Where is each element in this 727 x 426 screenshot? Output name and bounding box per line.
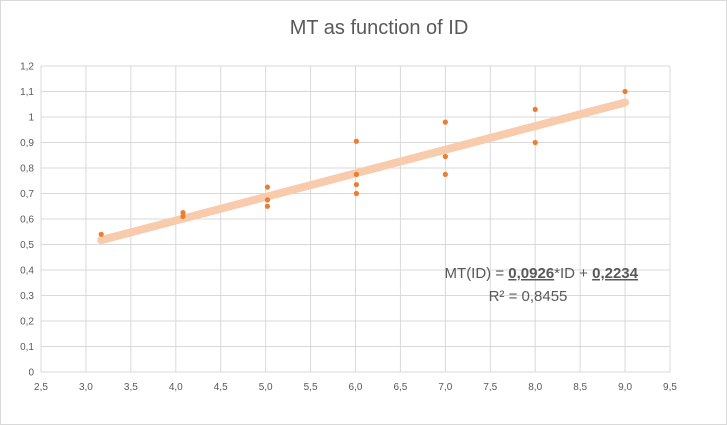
x-tick-label: 9,0 bbox=[618, 382, 632, 393]
y-tick-label: 0,8 bbox=[20, 164, 34, 175]
x-tick-label: 4,0 bbox=[169, 382, 183, 393]
equation-slope: 0,0926 bbox=[508, 265, 554, 282]
data-point bbox=[180, 210, 186, 216]
x-tick-label: 5,5 bbox=[304, 382, 318, 393]
equation-prefix: MT(ID) = bbox=[445, 265, 509, 282]
data-point bbox=[264, 184, 271, 190]
x-tick-label: 6,0 bbox=[349, 382, 363, 393]
y-tick-label: 1 bbox=[28, 113, 34, 124]
data-point bbox=[180, 213, 186, 220]
y-tick-label: 0,4 bbox=[20, 266, 34, 277]
data-point bbox=[622, 88, 628, 95]
data-point bbox=[442, 153, 448, 160]
equation-mid: *ID + bbox=[554, 265, 592, 282]
trendline bbox=[97, 98, 630, 245]
trendline-equation: MT(ID) = 0,0926*ID + 0,2234 bbox=[445, 265, 639, 282]
x-axis-ticks: 2,5 3,0 3,5 4,0 4,5 5,0 5,5 6,0 6,5 7,0 7,5 8,0 8,5 9… bbox=[34, 382, 677, 393]
data-point bbox=[442, 171, 448, 177]
data-point bbox=[98, 231, 104, 237]
x-tick-label: 5,0 bbox=[259, 382, 273, 393]
y-axis-ticks: 0 0,1 0,2 0,3 0,4 0,5 0,6 0,7 0,8 0,9 1 1,1 1,2 bbox=[20, 62, 34, 379]
y-tick-label: 0,3 bbox=[20, 291, 34, 302]
data-point bbox=[532, 106, 538, 112]
x-tick-label: 7,5 bbox=[483, 382, 497, 393]
data-point bbox=[353, 171, 359, 177]
y-tick-label: 0 bbox=[28, 368, 34, 379]
grid bbox=[40, 65, 671, 373]
y-tick-label: 0,2 bbox=[20, 317, 34, 328]
trendline-layer bbox=[97, 98, 630, 245]
data-point bbox=[264, 203, 271, 209]
y-tick-label: 0,6 bbox=[20, 215, 34, 226]
data-point bbox=[442, 119, 448, 125]
y-tick-label: 0,7 bbox=[20, 189, 34, 200]
x-tick-label: 8,5 bbox=[573, 382, 587, 393]
y-tick-label: 1,2 bbox=[20, 62, 34, 73]
points-layer bbox=[98, 88, 628, 237]
equation-intercept: 0,2234 bbox=[592, 265, 639, 282]
x-tick-label: 8,0 bbox=[528, 382, 542, 393]
data-point bbox=[353, 181, 359, 188]
x-tick-label: 6,5 bbox=[393, 382, 407, 393]
data-point bbox=[353, 190, 359, 197]
data-point bbox=[264, 197, 271, 203]
chart-title: MT as function of ID bbox=[290, 17, 469, 39]
x-tick-label: 4,5 bbox=[214, 382, 228, 393]
r-squared-label: R² = 0,8455 bbox=[489, 288, 568, 305]
x-tick-label: 9,5 bbox=[663, 382, 677, 393]
data-point bbox=[353, 138, 359, 144]
x-tick-label: 3,5 bbox=[124, 382, 138, 393]
x-tick-label: 3,0 bbox=[79, 382, 93, 393]
x-tick-label: 7,0 bbox=[438, 382, 452, 393]
y-tick-label: 0,5 bbox=[20, 240, 34, 251]
y-tick-label: 0,9 bbox=[20, 138, 34, 149]
data-point bbox=[532, 139, 538, 146]
x-tick-label: 2,5 bbox=[34, 382, 48, 393]
y-tick-label: 0,1 bbox=[20, 342, 34, 353]
y-tick-label: 1,1 bbox=[20, 87, 34, 98]
